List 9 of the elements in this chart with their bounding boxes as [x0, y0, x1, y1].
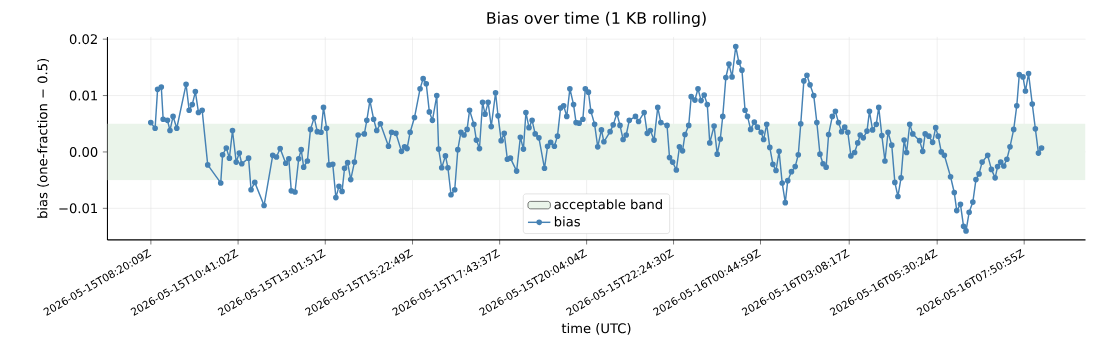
y-tick-label: −0.01 [59, 203, 97, 214]
legend-label: bias [554, 216, 580, 227]
y-tick-label: 0.00 [69, 147, 98, 157]
y-tick-label: 0.01 [69, 90, 97, 101]
y-axis-title: bias (one-fraction − 0.5) [37, 59, 49, 218]
y-tick-label: 0.02 [69, 34, 97, 45]
chart-title: Bias over time (1 KB rolling) [487, 11, 706, 28]
x-axis-title: time (UTC) [561, 323, 631, 335]
legend-label: acceptable band [554, 199, 662, 212]
